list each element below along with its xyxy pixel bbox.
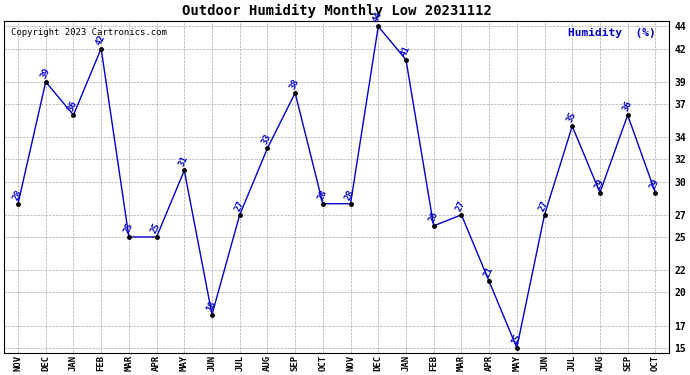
Text: Copyright 2023 Cartronics.com: Copyright 2023 Cartronics.com bbox=[11, 27, 167, 36]
Text: Humidity  (%): Humidity (%) bbox=[568, 27, 656, 38]
Text: 27: 27 bbox=[538, 199, 551, 213]
Text: 28: 28 bbox=[11, 188, 23, 201]
Text: 18: 18 bbox=[205, 299, 218, 312]
Text: 25: 25 bbox=[150, 221, 162, 235]
Text: 31: 31 bbox=[177, 155, 190, 168]
Text: 28: 28 bbox=[344, 188, 356, 201]
Text: 25: 25 bbox=[122, 221, 135, 235]
Text: 44: 44 bbox=[371, 11, 384, 24]
Text: 33: 33 bbox=[260, 133, 273, 146]
Text: 27: 27 bbox=[233, 199, 246, 213]
Text: 38: 38 bbox=[288, 77, 301, 91]
Text: 15: 15 bbox=[510, 332, 522, 346]
Text: 29: 29 bbox=[593, 177, 606, 190]
Text: 42: 42 bbox=[95, 33, 107, 46]
Text: 35: 35 bbox=[565, 111, 578, 124]
Text: 28: 28 bbox=[316, 188, 328, 201]
Text: 36: 36 bbox=[621, 99, 633, 113]
Text: 21: 21 bbox=[482, 266, 495, 279]
Text: 27: 27 bbox=[455, 199, 467, 213]
Text: 41: 41 bbox=[399, 44, 412, 57]
Title: Outdoor Humidity Monthly Low 20231112: Outdoor Humidity Monthly Low 20231112 bbox=[181, 4, 492, 18]
Text: 29: 29 bbox=[649, 177, 661, 190]
Text: 36: 36 bbox=[66, 99, 79, 113]
Text: 26: 26 bbox=[426, 210, 440, 224]
Text: 39: 39 bbox=[39, 66, 52, 80]
